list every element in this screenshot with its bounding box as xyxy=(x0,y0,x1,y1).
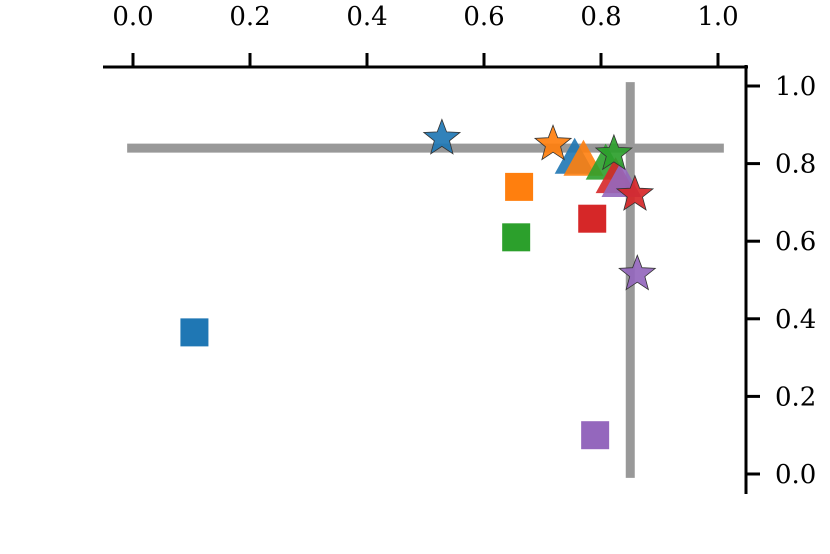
axes: 0.0 0.2 0.4 0.6 0.8 1.0 0.0 0.2 0.4 0.6 0.8 1.0 xyxy=(103,2,816,494)
blue-square-marker xyxy=(180,318,209,347)
x-tick-label: 0.0 xyxy=(112,2,153,32)
purple-square-marker xyxy=(581,421,610,450)
y-tick-label: 0.4 xyxy=(775,305,816,335)
x-tick-label: 1.0 xyxy=(697,2,738,32)
y-tick-label: 0.6 xyxy=(775,227,816,257)
red-star-marker xyxy=(615,174,655,211)
orange-square-marker xyxy=(505,172,534,201)
purple-star-marker xyxy=(618,254,657,291)
x-tick-label: 0.2 xyxy=(229,2,270,32)
y-tick-label: 0.0 xyxy=(775,460,816,490)
y-tick-label: 1.0 xyxy=(775,72,816,102)
x-ticks: 0.0 0.2 0.4 0.6 0.8 1.0 xyxy=(112,2,739,67)
green-star-marker xyxy=(594,133,633,171)
blue-star-marker xyxy=(422,118,462,155)
x-tick-label: 0.8 xyxy=(580,2,621,32)
orange-star-marker xyxy=(533,124,573,161)
red-square-marker xyxy=(578,204,607,233)
y-tick-label: 0.8 xyxy=(775,150,816,180)
data-markers xyxy=(180,118,657,450)
x-tick-label: 0.6 xyxy=(463,2,504,32)
x-tick-label: 0.4 xyxy=(346,2,387,32)
y-tick-label: 0.2 xyxy=(775,382,816,412)
green-square-marker xyxy=(502,223,531,252)
y-ticks: 0.0 0.2 0.4 0.6 0.8 1.0 xyxy=(746,72,816,490)
